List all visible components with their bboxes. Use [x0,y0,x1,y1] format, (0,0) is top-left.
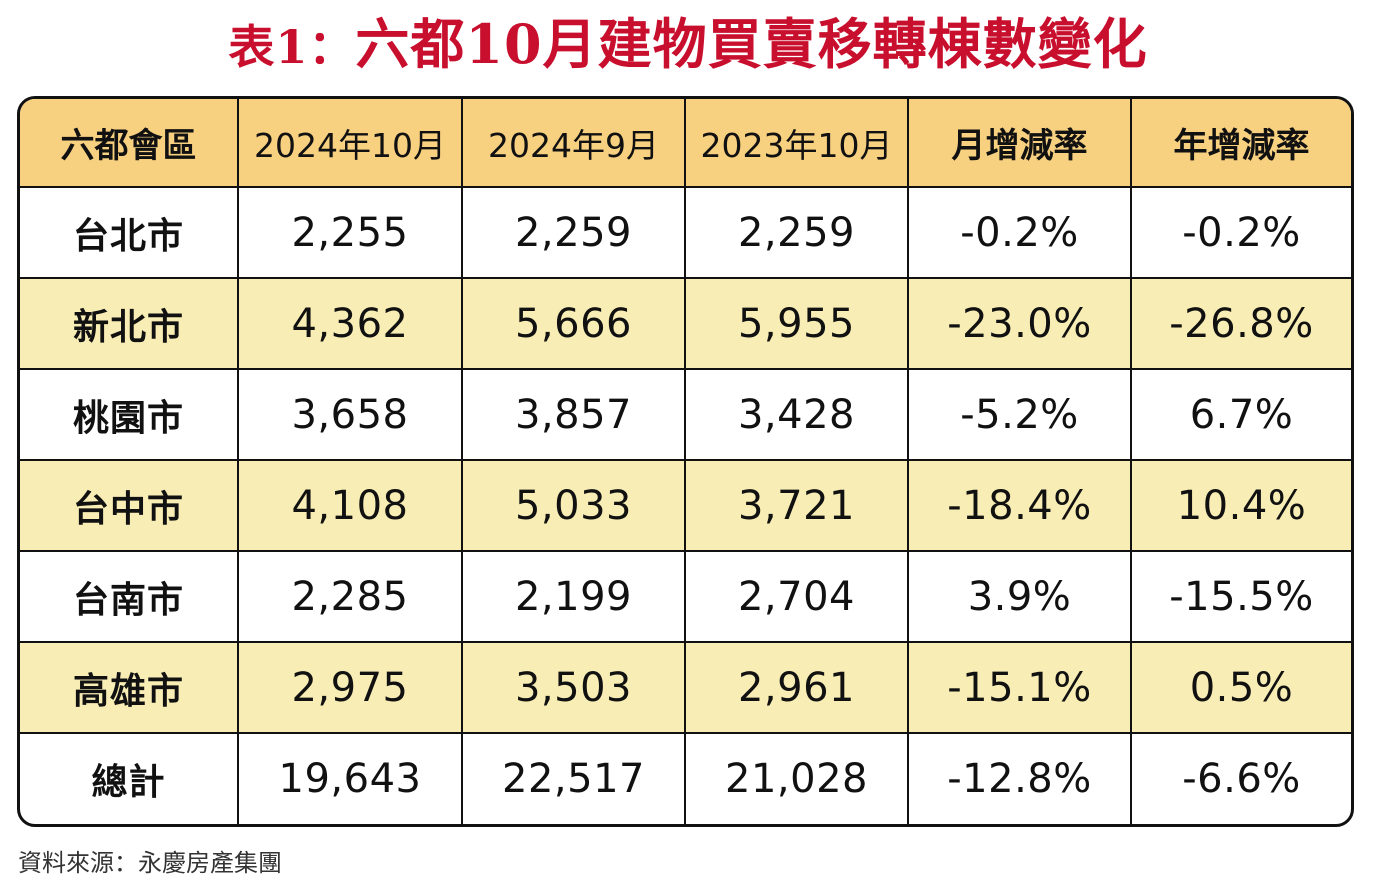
value-cell: 2,259 [685,187,909,279]
total-value-cell: -12.8% [908,733,1132,824]
table-row: 新北市 4,362 5,666 5,955 -23.0% -26.8% [20,278,1351,370]
table-row: 台南市 2,285 2,199 2,704 3.9% -15.5% [20,551,1351,643]
column-header-2024-oct: 2024年10月 [238,99,463,188]
region-cell: 高雄市 [20,642,239,734]
value-cell: 4,108 [238,460,463,552]
table-row: 台北市 2,255 2,259 2,259 -0.2% -0.2% [20,187,1351,279]
total-value-cell: 19,643 [238,733,463,824]
value-cell: -26.8% [1131,278,1351,370]
region-cell: 台南市 [20,551,239,643]
column-header-2024-sep: 2024年9月 [462,99,686,188]
value-cell: 2,285 [238,551,463,643]
region-cell: 台北市 [20,187,239,279]
total-value-cell: 21,028 [685,733,909,824]
value-cell: 2,704 [685,551,909,643]
total-value-cell: 22,517 [462,733,686,824]
value-cell: 5,955 [685,278,909,370]
value-cell: -15.5% [1131,551,1351,643]
value-cell: 2,199 [462,551,686,643]
region-cell: 台中市 [20,460,239,552]
value-cell: 3,857 [462,369,686,461]
total-value-cell: -6.6% [1182,756,1301,802]
source-note: 資料來源：永慶房產集團 [18,849,282,877]
value-cell: 2,255 [238,187,463,279]
data-table: 六都會區 2024年10月 2024年9月 2023年10月 月增減率 年增減率… [20,99,1351,824]
value-cell: 0.5% [1131,642,1351,734]
table-row: 桃園市 3,658 3,857 3,428 -5.2% 6.7% [20,369,1351,461]
value-cell: 5,033 [462,460,686,552]
value-cell: 6.7% [1131,369,1351,461]
data-table-container: 六都會區 2024年10月 2024年9月 2023年10月 月增減率 年增減率… [17,96,1354,827]
column-header-monthly-change: 月增減率 [908,99,1132,188]
value-cell: 2,961 [685,642,909,734]
value-cell: 2,975 [238,642,463,734]
table-total-row: 總計 19,643 22,517 21,028 -12.8% -6.6% [20,733,1351,824]
value-cell: -18.4% [908,460,1132,552]
column-header-yearly-change: 年增減率 [1131,99,1351,188]
value-cell: 10.4% [1131,460,1351,552]
value-cell: 3,721 [685,460,909,552]
column-header-2023-oct: 2023年10月 [685,99,909,188]
value-cell: 5,666 [462,278,686,370]
region-cell: 新北市 [20,278,239,370]
value-cell: 3.9% [908,551,1132,643]
value-cell: 3,428 [685,369,909,461]
title-main: 六都10月建物買賣移轉棟數變化 [355,12,1148,76]
value-cell: -23.0% [908,278,1132,370]
value-cell: 4,362 [238,278,463,370]
column-header-region: 六都會區 [20,99,239,188]
title-prefix: 表1： [228,20,356,74]
value-cell: -5.2% [908,369,1132,461]
value-cell: -0.2% [1131,187,1351,279]
value-cell: -0.2% [908,187,1132,279]
value-cell: 3,658 [238,369,463,461]
table-header-row: 六都會區 2024年10月 2024年9月 2023年10月 月增減率 年增減率 [20,99,1351,188]
total-label-cell: 總計 [20,733,239,824]
value-cell: -15.1% [908,642,1132,734]
region-cell: 桃園市 [20,369,239,461]
table-row: 台中市 4,108 5,033 3,721 -18.4% 10.4% [20,460,1351,552]
table-row: 高雄市 2,975 3,503 2,961 -15.1% 0.5% [20,642,1351,734]
page-title: 表1：六都10月建物買賣移轉棟數變化 [0,4,1376,84]
value-cell: 2,259 [462,187,686,279]
value-cell: 3,503 [462,642,686,734]
